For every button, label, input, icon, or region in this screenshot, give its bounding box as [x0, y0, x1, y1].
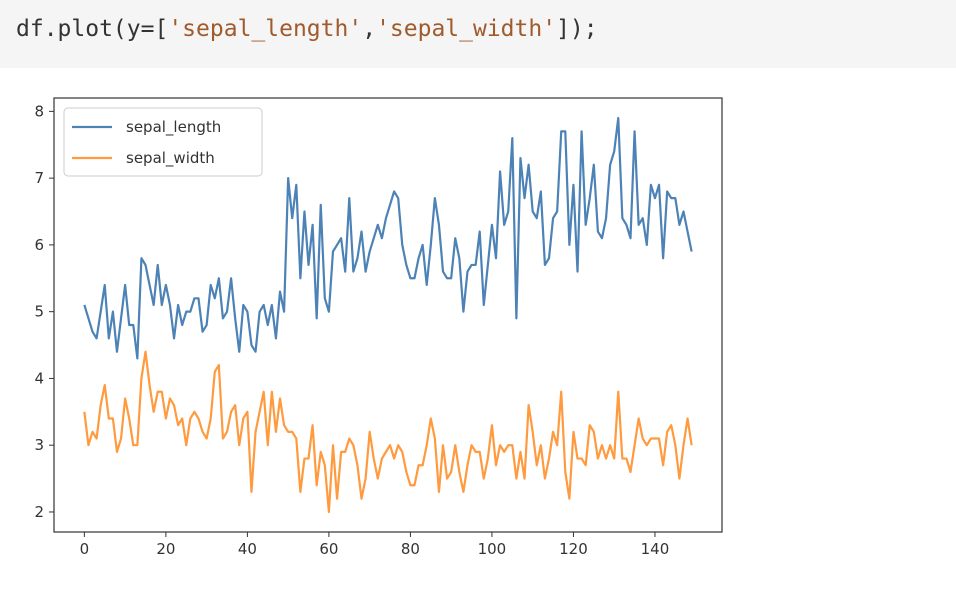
legend-label: sepal_length	[126, 118, 221, 137]
x-tick-label: 140	[641, 540, 670, 558]
code-arg-sepal-length: 'sepal_length'	[168, 16, 363, 42]
x-tick-label: 20	[156, 540, 175, 558]
x-tick-label: 80	[401, 540, 420, 558]
x-tick-label: 60	[319, 540, 338, 558]
y-tick-label: 6	[34, 236, 44, 254]
y-tick-label: 3	[34, 436, 44, 454]
code-line: df.plot(y=['sepal_length','sepal_width']…	[16, 14, 598, 44]
legend: sepal_length sepal_width	[63, 107, 263, 177]
series-lines	[83, 116, 693, 514]
code-cell[interactable]: df.plot(y=['sepal_length','sepal_width']…	[0, 0, 956, 68]
y-tick-label: 4	[34, 369, 44, 387]
x-tick-label: 100	[478, 540, 507, 558]
x-tick-label: 120	[559, 540, 588, 558]
y-tick-label: 8	[34, 102, 44, 120]
series-line-sepal-length	[83, 116, 693, 360]
plot-frame	[53, 97, 723, 533]
x-tick-label: 40	[238, 540, 257, 558]
code-prefix: df.plot(y=[	[16, 16, 169, 42]
y-tick-label: 5	[34, 303, 44, 321]
y-tick-label: 7	[34, 169, 44, 187]
code-suffix: ]);	[556, 16, 598, 42]
code-separator: ,	[362, 16, 377, 42]
x-ticks: 0 20 40 60 80 100 120 140	[80, 532, 670, 558]
y-ticks: 2 3 4 5 6 7 8	[34, 102, 54, 521]
code-arg-sepal-width: 'sepal_width'	[376, 16, 557, 42]
legend-label: sepal_width	[126, 149, 215, 168]
legend-box	[63, 107, 263, 177]
y-tick-label: 2	[34, 503, 44, 521]
series-line-sepal-width	[83, 350, 693, 514]
x-tick-label: 0	[80, 540, 90, 558]
